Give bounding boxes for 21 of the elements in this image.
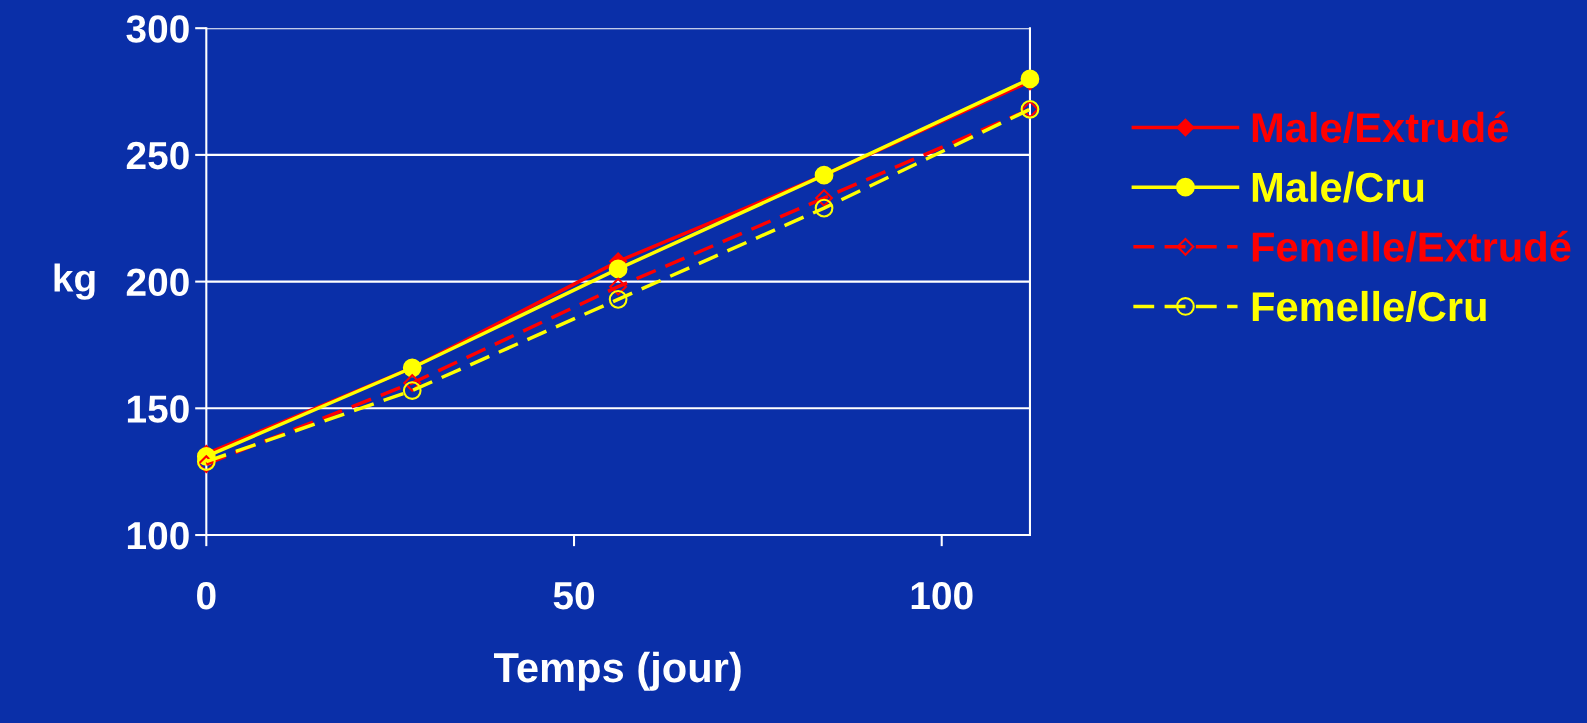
point: [403, 374, 422, 392]
legend-label: Male/Extrudé: [1252, 111, 1508, 143]
point: [608, 289, 628, 309]
y-tick-label: 200: [126, 268, 189, 297]
y-tick-label: 250: [126, 141, 189, 170]
point: [608, 259, 628, 279]
y-tick-label: 150: [127, 395, 189, 423]
x-tick-label: 100: [911, 581, 973, 610]
y-axis-title: kg: [54, 263, 95, 300]
legend-label: Femelle/Cru: [1252, 290, 1486, 322]
legend-label: Male/Cru: [1252, 171, 1424, 203]
legend-label: Femelle/Extrudé: [1252, 230, 1571, 263]
y-tick-label: 300: [126, 15, 189, 43]
y-tick-label: 100: [127, 521, 189, 550]
x-tick-label: 50: [553, 581, 595, 610]
point: [814, 198, 834, 218]
point: [815, 189, 833, 207]
x-axis-title: Temps (jour): [493, 651, 741, 691]
point: [402, 381, 422, 400]
x-tick-label: 0: [197, 581, 216, 610]
point: [609, 277, 628, 296]
